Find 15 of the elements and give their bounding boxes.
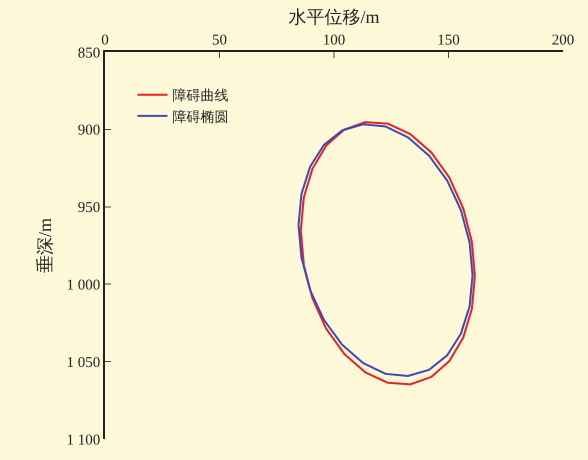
y-axis-title: 垂深/m [35,218,56,274]
x-tick-label: 50 [212,32,227,48]
x-axis-title: 水平位移/m [288,6,380,27]
x-tick-label: 100 [322,32,346,48]
y-tick-label: 1 000 [66,277,100,294]
x-tick-label: 150 [437,32,460,48]
x-tick-label: 200 [552,32,574,48]
y-tick-label: 850 [78,45,100,62]
y-tick-label: 900 [78,122,100,139]
y-tick-label: 1 050 [66,354,100,371]
x-tick-label: 0 [101,32,109,48]
legend-label: 障碍曲线 [172,88,228,104]
y-tick-label: 950 [78,200,100,216]
legend-label: 障碍椭圆 [172,109,228,126]
y-tick-label: 1 100 [66,432,100,448]
